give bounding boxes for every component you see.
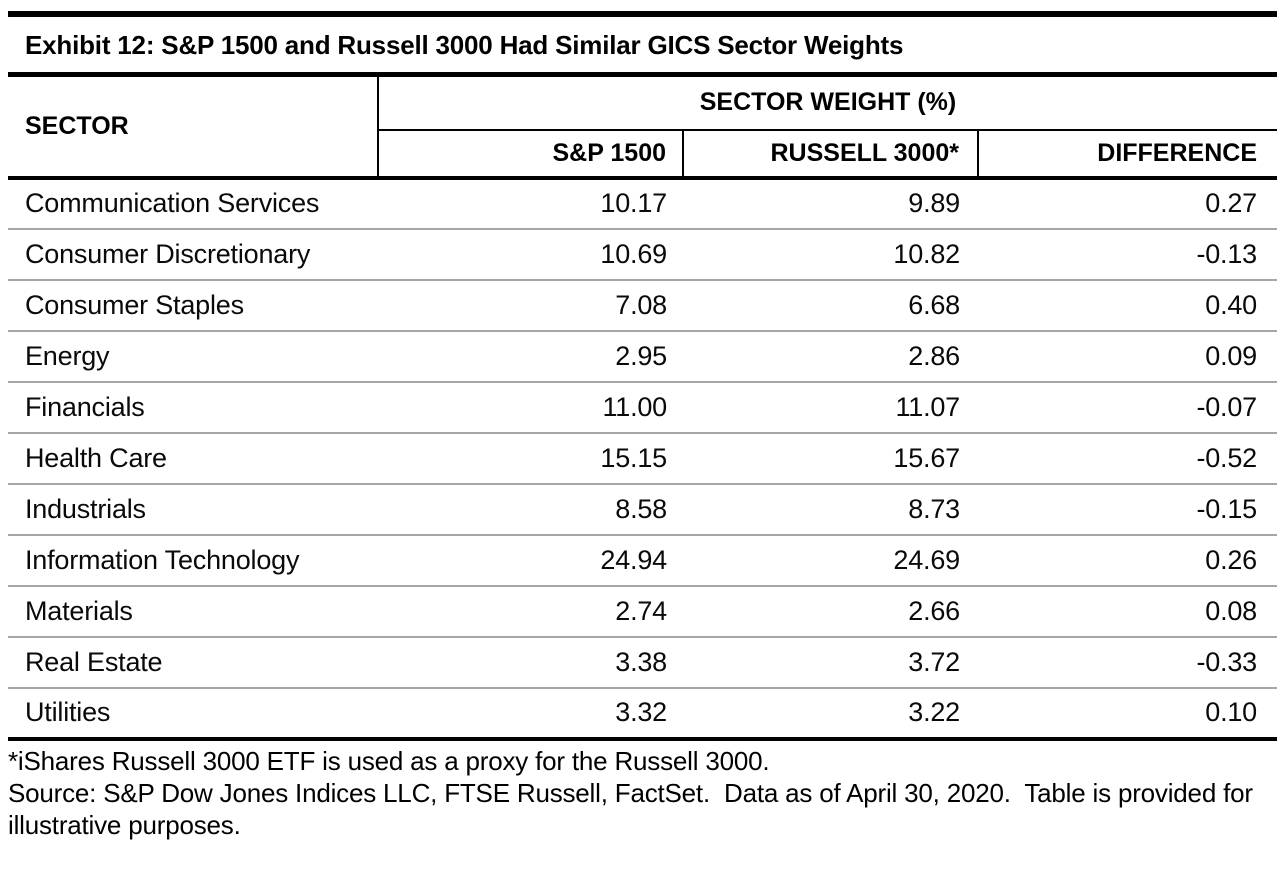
difference-cell: -0.52 <box>978 432 1277 485</box>
exhibit-title: Exhibit 12: S&P 1500 and Russell 3000 Ha… <box>25 30 904 60</box>
table-row: Utilities 3.32 3.22 0.10 <box>8 688 1277 739</box>
table-row: Materials 2.74 2.66 0.08 <box>8 585 1277 638</box>
sp1500-cell: 2.74 <box>378 585 683 638</box>
sector-weights-table: SECTOR SECTOR WEIGHT (%) S&P 1500 RUSSEL… <box>8 72 1277 741</box>
sp1500-cell: 24.94 <box>378 534 683 587</box>
sp1500-cell: 3.38 <box>378 636 683 689</box>
russell3000-cell: 8.73 <box>683 483 978 536</box>
footnotes: *iShares Russell 3000 ETF is used as a p… <box>8 741 1277 841</box>
difference-cell: 0.10 <box>1205 697 1257 727</box>
sp1500-cell: 2.95 <box>378 330 683 383</box>
table-body: Communication Services 10.17 9.89 0.27 Consu… <box>8 177 1277 739</box>
table-row: Consumer Staples 7.08 6.68 0.40 <box>8 279 1277 332</box>
sector-cell: Communication Services <box>8 177 378 230</box>
difference-cell: -0.07 <box>978 381 1277 434</box>
sp1500-cell: 10.17 <box>378 177 683 230</box>
russell3000-cell: 2.66 <box>683 585 978 638</box>
sector-cell: Financials <box>8 381 378 434</box>
sector-cell: Consumer Discretionary <box>8 228 378 281</box>
russell3000-cell: 3.22 <box>908 697 960 727</box>
sp1500-cell: 10.69 <box>378 228 683 281</box>
table-row: Consumer Discretionary 10.69 10.82 -0.13 <box>8 228 1277 281</box>
sector-cell: Consumer Staples <box>8 279 378 332</box>
sector-cell: Real Estate <box>8 636 378 689</box>
col-header-sp1500: S&P 1500 <box>378 129 684 178</box>
col-header-difference: DIFFERENCE <box>1097 138 1257 167</box>
russell3000-cell: 2.86 <box>683 330 978 383</box>
header-row-group: SECTOR SECTOR WEIGHT (%) <box>8 74 1277 178</box>
col-header-sector: SECTOR <box>8 74 379 178</box>
difference-cell: 0.08 <box>978 585 1277 638</box>
russell3000-cell: 6.68 <box>683 279 978 332</box>
col-header-russell3000: RUSSELL 3000* <box>683 129 979 178</box>
russell3000-cell: 15.67 <box>683 432 978 485</box>
sector-cell: Energy <box>8 330 378 383</box>
difference-cell: 0.26 <box>978 534 1277 587</box>
col-group-header-sector-weight: SECTOR WEIGHT (%) <box>378 74 1277 131</box>
difference-cell: -0.15 <box>978 483 1277 536</box>
russell3000-cell: 10.82 <box>683 228 978 281</box>
sp1500-cell: 3.32 <box>615 697 667 727</box>
difference-cell: -0.33 <box>978 636 1277 689</box>
difference-cell: 0.40 <box>978 279 1277 332</box>
difference-cell: 0.27 <box>978 177 1277 230</box>
table-row: Industrials 8.58 8.73 -0.15 <box>8 483 1277 536</box>
sector-cell: Health Care <box>8 432 378 485</box>
sp1500-cell: 15.15 <box>378 432 683 485</box>
table-row: Information Technology 24.94 24.69 0.26 <box>8 534 1277 587</box>
sp1500-cell: 11.00 <box>378 381 683 434</box>
sp1500-cell: 8.58 <box>378 483 683 536</box>
russell3000-cell: 9.89 <box>683 177 978 230</box>
sector-cell: Utilities <box>25 697 111 727</box>
sector-cell: Materials <box>8 585 378 638</box>
sector-cell: Industrials <box>8 483 378 536</box>
russell3000-cell: 3.72 <box>683 636 978 689</box>
table-row: Real Estate 3.38 3.72 -0.33 <box>8 636 1277 689</box>
footnote-proxy: *iShares Russell 3000 ETF is used as a p… <box>8 745 770 776</box>
russell3000-cell: 11.07 <box>683 381 978 434</box>
table-row: Communication Services 10.17 9.89 0.27 <box>8 177 1277 230</box>
top-rule <box>8 11 1277 17</box>
difference-cell: 0.09 <box>978 330 1277 383</box>
sector-cell: Information Technology <box>8 534 378 587</box>
header-row-sub: S&P 1500 RUSSELL 3000* DIFFERENCE <box>8 129 1277 178</box>
sp1500-cell: 7.08 <box>378 279 683 332</box>
table-row: Financials 11.00 11.07 -0.07 <box>8 381 1277 434</box>
table-row: Health Care 15.15 15.67 -0.52 <box>8 432 1277 485</box>
footnote-source: Source: S&P Dow Jones Indices LLC, FTSE … <box>8 777 1260 840</box>
table-header: SECTOR SECTOR WEIGHT (%) S&P 1500 RUSSEL… <box>8 74 1277 178</box>
difference-cell: -0.13 <box>978 228 1277 281</box>
russell3000-cell: 24.69 <box>683 534 978 587</box>
table-row: Energy 2.95 2.86 0.09 <box>8 330 1277 383</box>
